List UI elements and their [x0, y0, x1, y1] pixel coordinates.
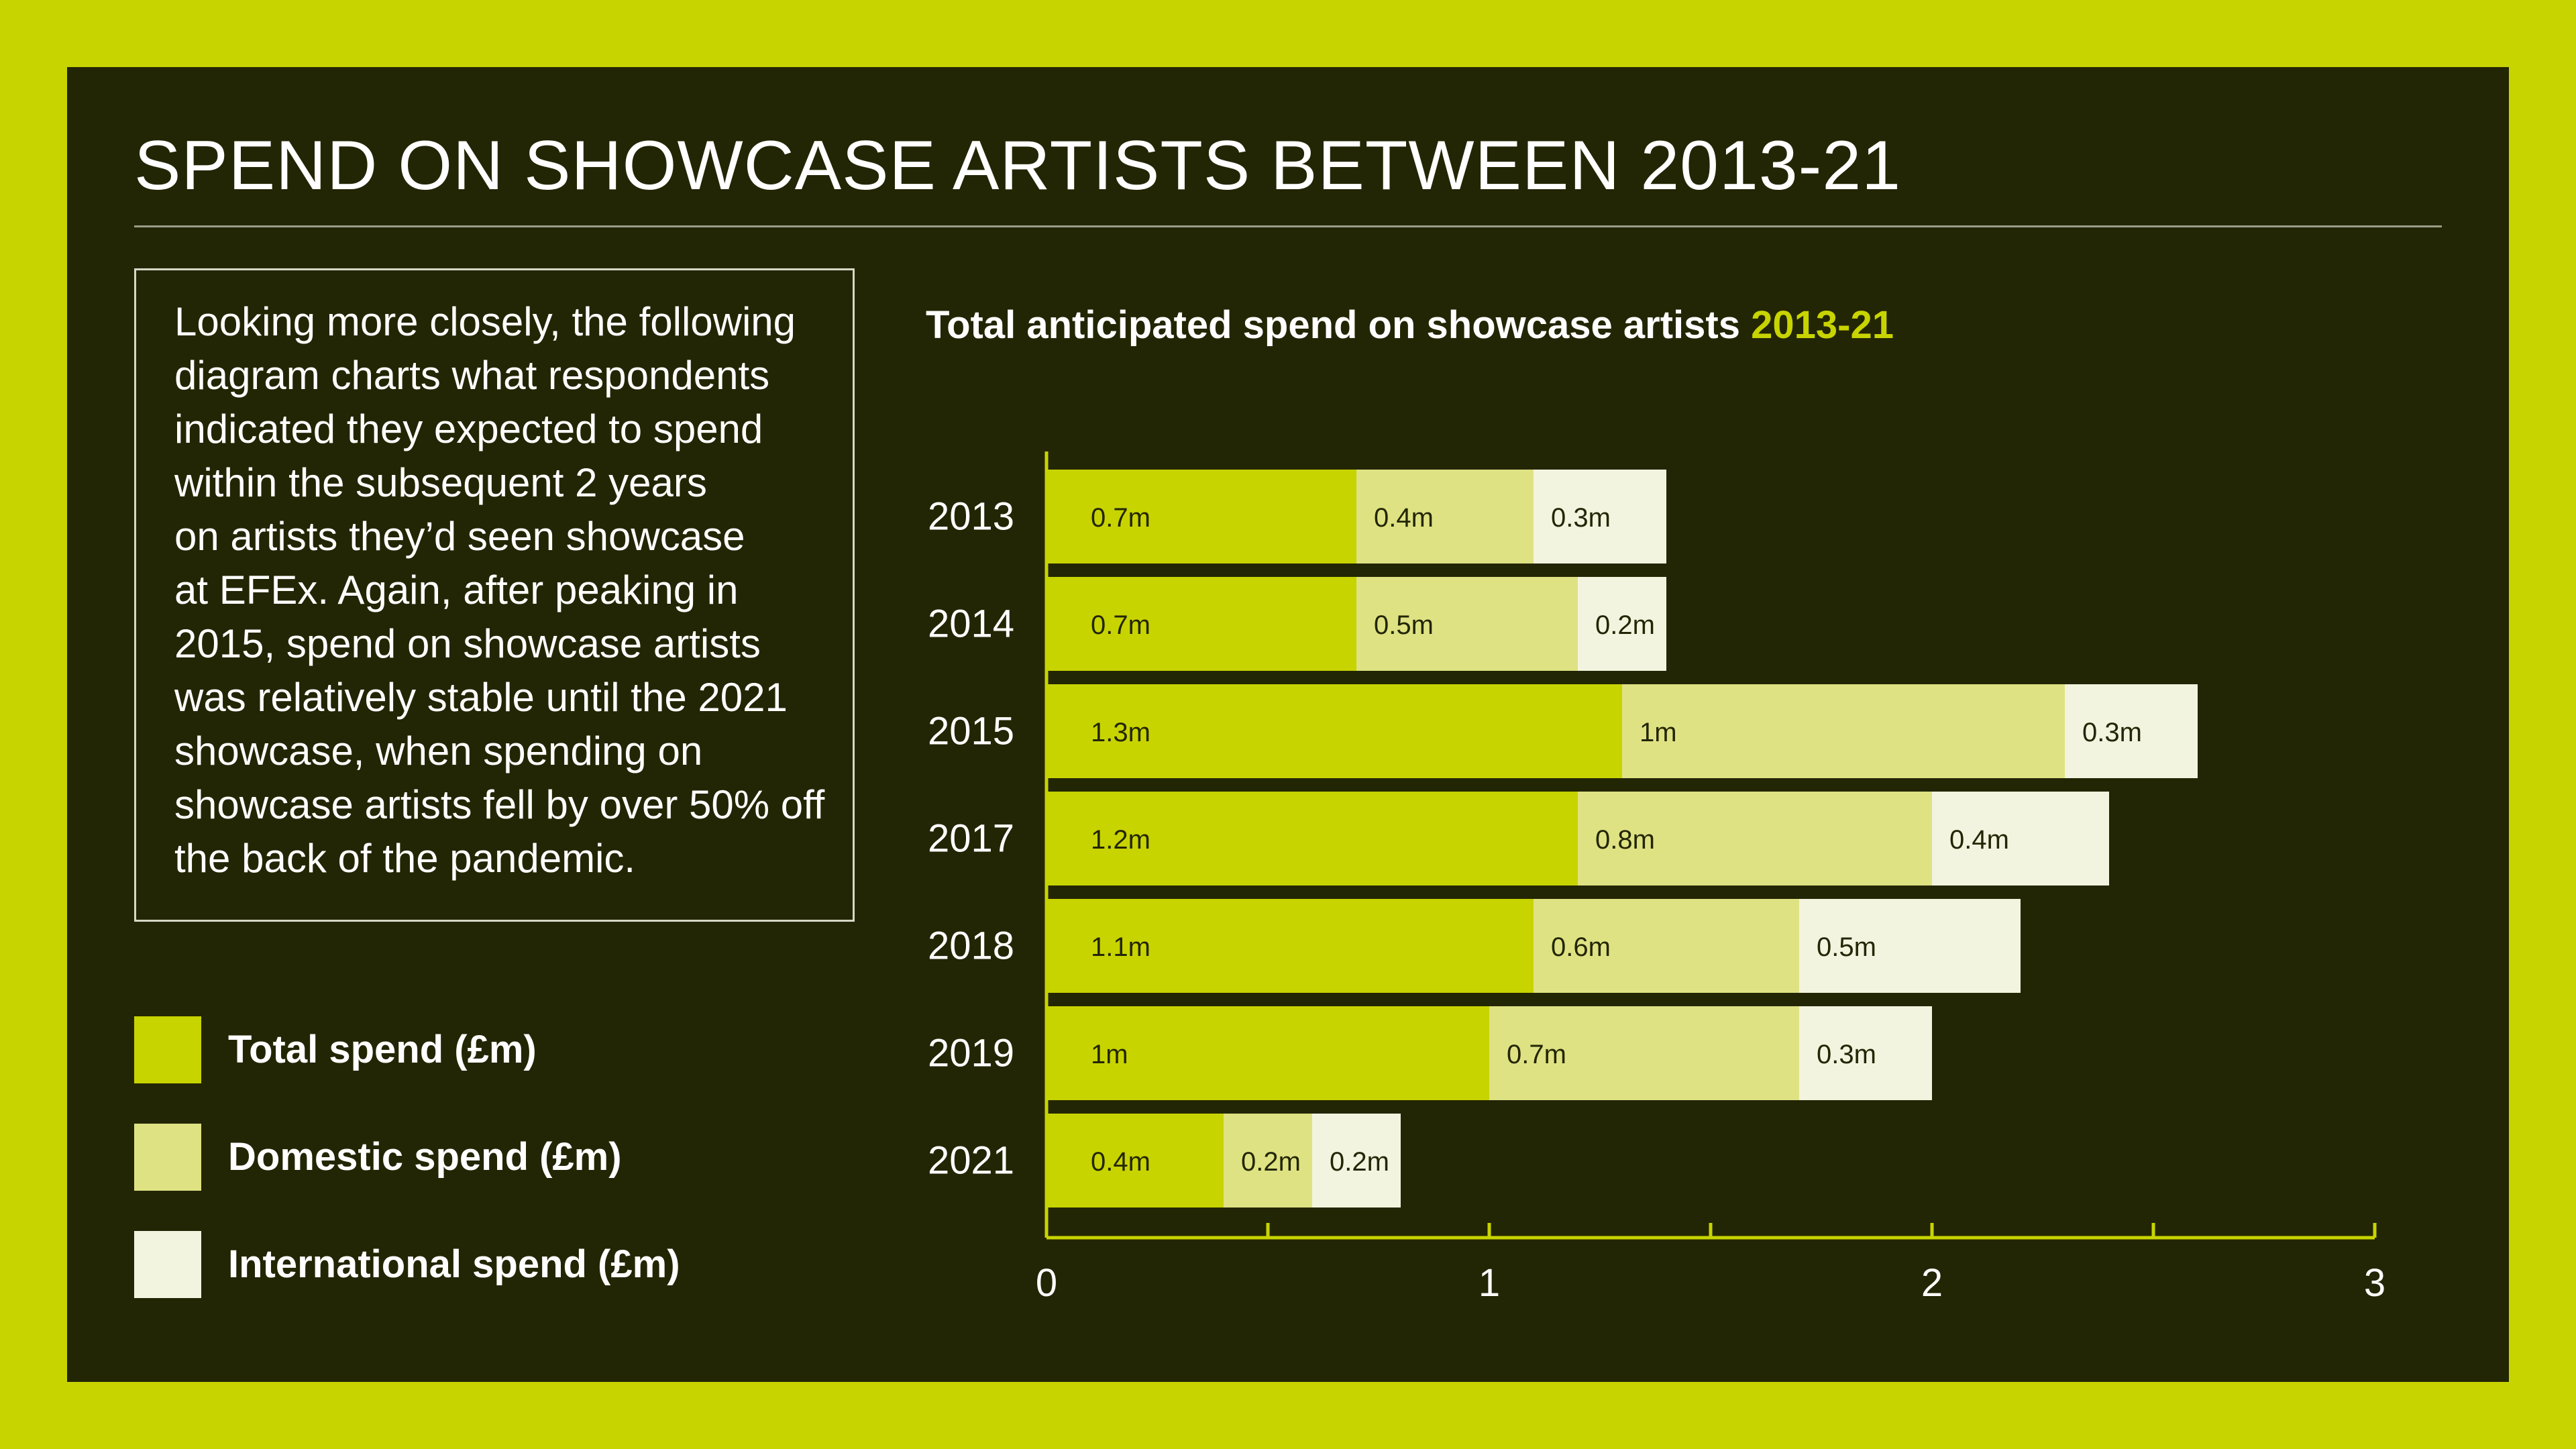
data-label-total-2018: 1.1m — [1091, 932, 1150, 962]
data-label-domestic-2013: 0.4m — [1374, 503, 1434, 533]
legend-swatch-domestic — [134, 1124, 201, 1191]
intro-text-box — [134, 268, 855, 922]
page-title: SPEND ON SHOWCASE ARTISTS BETWEEN 2013-2… — [134, 127, 1901, 205]
bar-total-2015 — [1046, 684, 1622, 778]
data-label-total-2017: 1.2m — [1091, 825, 1150, 855]
y-tick-label-2018: 2018 — [928, 924, 1014, 968]
bar-domestic-2014 — [1356, 577, 1578, 671]
data-label-total-2014: 0.7m — [1091, 610, 1150, 640]
legend-label-international: International spend (£m) — [228, 1242, 680, 1286]
bar-domestic-2021 — [1224, 1114, 1312, 1208]
legend-label-domestic: Domestic spend (£m) — [228, 1135, 622, 1179]
bar-international-2017 — [1932, 792, 2109, 885]
bar-total-2013 — [1046, 470, 1356, 564]
bar-total-2018 — [1046, 899, 1534, 993]
data-label-domestic-2015: 1m — [1640, 718, 1677, 747]
x-tick-label-3: 3 — [2364, 1261, 2385, 1305]
y-tick-label-2015: 2015 — [928, 710, 1014, 753]
data-label-domestic-2019: 0.7m — [1507, 1040, 1566, 1069]
bar-international-2013 — [1534, 470, 1666, 564]
y-tick-label-2017: 2017 — [928, 817, 1014, 861]
data-label-international-2015: 0.3m — [2082, 718, 2142, 747]
y-tick-label-2019: 2019 — [928, 1032, 1014, 1075]
data-label-domestic-2021: 0.2m — [1241, 1147, 1301, 1177]
x-tick-label-0: 0 — [1036, 1261, 1057, 1305]
title-divider — [134, 225, 2442, 227]
bar-total-2014 — [1046, 577, 1356, 671]
data-label-international-2013: 0.3m — [1551, 503, 1611, 533]
y-tick-label-2013: 2013 — [928, 495, 1014, 539]
data-label-total-2019: 1m — [1091, 1040, 1128, 1069]
data-label-total-2015: 1.3m — [1091, 718, 1150, 747]
legend-label-total: Total spend (£m) — [228, 1028, 537, 1071]
data-label-domestic-2017: 0.8m — [1595, 825, 1655, 855]
data-label-domestic-2018: 0.6m — [1551, 932, 1611, 962]
bar-domestic-2018 — [1534, 899, 1799, 993]
chart-title-main: Total anticipated spend on showcase arti… — [926, 303, 1740, 347]
bar-domestic-2015 — [1622, 684, 2065, 778]
bar-total-2017 — [1046, 792, 1578, 885]
data-label-international-2014: 0.2m — [1595, 610, 1655, 640]
data-label-international-2021: 0.2m — [1330, 1147, 1389, 1177]
bar-international-2019 — [1799, 1006, 1932, 1100]
data-label-total-2021: 0.4m — [1091, 1147, 1150, 1177]
bar-international-2014 — [1578, 577, 1666, 671]
data-label-domestic-2014: 0.5m — [1374, 610, 1434, 640]
intro-paragraph: Looking more closely, the following diag… — [174, 299, 825, 881]
data-label-international-2019: 0.3m — [1817, 1040, 1876, 1069]
data-label-international-2018: 0.5m — [1817, 932, 1876, 962]
x-tick-label-1: 1 — [1479, 1261, 1500, 1305]
y-tick-label-2021: 2021 — [928, 1139, 1014, 1183]
legend-swatch-total — [134, 1016, 201, 1083]
bar-international-2015 — [2065, 684, 2198, 778]
bar-domestic-2017 — [1578, 792, 1932, 885]
chart-title: Total anticipated spend on showcase arti… — [926, 295, 1894, 356]
bar-total-2021 — [1046, 1114, 1224, 1208]
bar-international-2018 — [1799, 899, 2021, 993]
y-tick-label-2014: 2014 — [928, 602, 1014, 646]
bar-domestic-2019 — [1489, 1006, 1799, 1100]
data-label-international-2017: 0.4m — [1949, 825, 2009, 855]
data-label-total-2013: 0.7m — [1091, 503, 1150, 533]
bar-domestic-2013 — [1356, 470, 1534, 564]
x-tick-label-2: 2 — [1921, 1261, 1943, 1305]
bar-total-2019 — [1046, 1006, 1489, 1100]
chart-title-highlight: 2013-21 — [1751, 303, 1894, 347]
legend-swatch-international — [134, 1231, 201, 1298]
bar-international-2021 — [1312, 1114, 1401, 1208]
